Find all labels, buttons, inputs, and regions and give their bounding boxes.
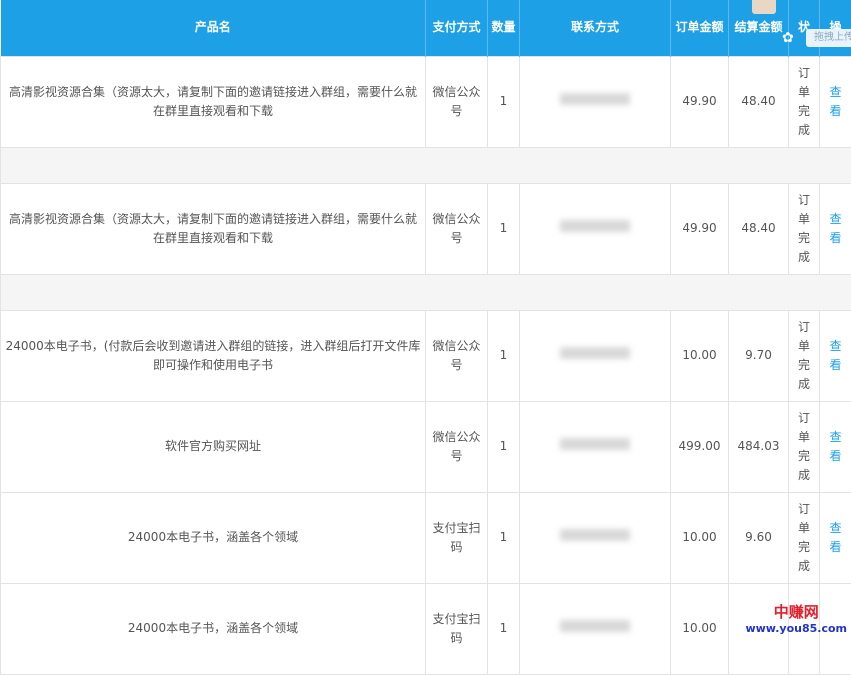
product-cell: 24000本电子书，涵盖各个领域 <box>1 492 426 583</box>
status-cell: 订单完成 <box>789 492 820 583</box>
qty-cell: 1 <box>488 401 520 492</box>
status-cell: 订单完成 <box>789 183 820 274</box>
contact-cell <box>520 492 671 583</box>
col-action: 操 <box>820 0 851 56</box>
order-amount-cell: 49.90 <box>671 183 729 274</box>
spacer-cell <box>1 147 851 183</box>
product-cell: 高清影视资源合集（资源太大，请复制下面的邀请链接进入群组，需要什么就在群里直接观… <box>1 183 426 274</box>
qty-cell: 1 <box>488 183 520 274</box>
blurred-contact <box>560 220 630 232</box>
pay-cell: 微信公众号 <box>426 401 488 492</box>
col-qty: 数量 <box>488 0 520 56</box>
table-header: 产品名 支付方式 数量 联系方式 订单金额 结算金额 状 操 <box>1 0 851 56</box>
contact-cell <box>520 401 671 492</box>
view-link[interactable]: 查看 <box>820 492 851 583</box>
order-amount-cell: 49.90 <box>671 56 729 147</box>
blurred-contact <box>560 529 630 541</box>
blurred-contact <box>560 620 630 632</box>
settle-amount-cell: 9.60 <box>729 492 789 583</box>
table-row: 24000本电子书，(付款后会收到邀请进入群组的链接，进入群组后打开文件库即可操… <box>1 310 851 401</box>
blurred-contact <box>560 93 630 105</box>
table-row: 软件官方购买网址 微信公众号 1 499.00 484.03 订单完成 查看 <box>1 401 851 492</box>
order-amount-cell: 499.00 <box>671 401 729 492</box>
contact-cell <box>520 183 671 274</box>
status-cell: 订单完成 <box>789 56 820 147</box>
col-product: 产品名 <box>1 0 426 56</box>
table-row: 24000本电子书，涵盖各个领域 支付宝扫码 1 10.00 <box>1 583 851 674</box>
order-amount-cell: 10.00 <box>671 310 729 401</box>
contact-cell <box>520 583 671 674</box>
status-cell: 订单完成 <box>789 310 820 401</box>
settle-amount-cell: 484.03 <box>729 401 789 492</box>
view-link[interactable]: 查看 <box>820 310 851 401</box>
col-pay: 支付方式 <box>426 0 488 56</box>
order-amount-cell: 10.00 <box>671 492 729 583</box>
cloud-icon[interactable]: ✿ <box>782 30 794 46</box>
blurred-contact <box>560 438 630 450</box>
pay-cell: 微信公众号 <box>426 310 488 401</box>
table-row: 高清影视资源合集（资源太大，请复制下面的邀请链接进入群组，需要什么就在群里直接观… <box>1 56 851 147</box>
col-status: 状 <box>789 0 820 56</box>
drag-upload-button[interactable]: 拖拽上传 <box>806 29 851 47</box>
product-cell: 24000本电子书，涵盖各个领域 <box>1 583 426 674</box>
table-row: 高清影视资源合集（资源太大，请复制下面的邀请链接进入群组，需要什么就在群里直接观… <box>1 183 851 274</box>
view-link[interactable]: 查看 <box>820 56 851 147</box>
qty-cell: 1 <box>488 492 520 583</box>
col-order-amount: 订单金额 <box>671 0 729 56</box>
spacer-row <box>1 274 851 310</box>
order-amount-cell: 10.00 <box>671 583 729 674</box>
pay-cell: 微信公众号 <box>426 183 488 274</box>
pay-cell: 支付宝扫码 <box>426 492 488 583</box>
view-link[interactable]: 查看 <box>820 401 851 492</box>
settle-amount-cell: 48.40 <box>729 56 789 147</box>
col-contact: 联系方式 <box>520 0 671 56</box>
watermark-name: 中赚网 <box>745 601 847 622</box>
status-cell: 订单完成 <box>789 401 820 492</box>
pay-cell: 微信公众号 <box>426 56 488 147</box>
settle-amount-cell: 9.70 <box>729 310 789 401</box>
qty-cell: 1 <box>488 583 520 674</box>
table-row: 24000本电子书，涵盖各个领域 支付宝扫码 1 10.00 9.60 订单完成… <box>1 492 851 583</box>
contact-cell <box>520 56 671 147</box>
avatar <box>752 0 776 14</box>
watermark-url: www.you85.com <box>745 622 847 635</box>
qty-cell: 1 <box>488 310 520 401</box>
product-cell: 软件官方购买网址 <box>1 401 426 492</box>
qty-cell: 1 <box>488 56 520 147</box>
product-cell: 高清影视资源合集（资源太大，请复制下面的邀请链接进入群组，需要什么就在群里直接观… <box>1 56 426 147</box>
blurred-contact <box>560 347 630 359</box>
settle-amount-cell: 48.40 <box>729 183 789 274</box>
spacer-cell <box>1 274 851 310</box>
pay-cell: 支付宝扫码 <box>426 583 488 674</box>
spacer-row <box>1 147 851 183</box>
view-link[interactable]: 查看 <box>820 183 851 274</box>
product-cell: 24000本电子书，(付款后会收到邀请进入群组的链接，进入群组后打开文件库即可操… <box>1 310 426 401</box>
contact-cell <box>520 310 671 401</box>
watermark-logo: 中赚网 www.you85.com <box>745 601 847 635</box>
